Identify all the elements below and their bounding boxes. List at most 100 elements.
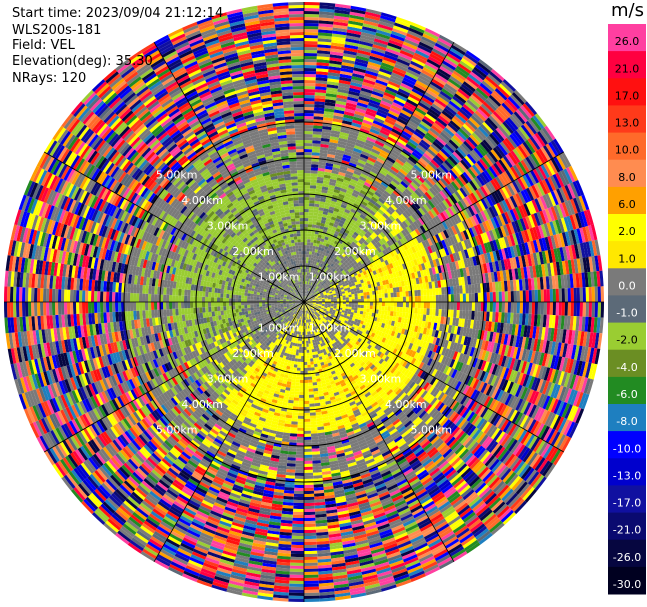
velocity-cell <box>304 151 312 156</box>
velocity-cell <box>319 263 324 268</box>
velocity-cell <box>310 242 314 246</box>
velocity-cell <box>323 117 334 122</box>
velocity-cell <box>357 296 361 300</box>
velocity-cell <box>393 297 398 302</box>
velocity-cell <box>420 289 424 296</box>
velocity-cell <box>316 56 330 61</box>
velocity-cell <box>343 53 357 59</box>
velocity-cell <box>395 120 406 128</box>
velocity-cell <box>388 77 402 86</box>
velocity-cell <box>342 120 353 126</box>
velocity-cell <box>366 64 380 71</box>
velocity-cell <box>329 139 339 144</box>
velocity-cell <box>318 244 323 248</box>
velocity-cell <box>310 282 313 286</box>
velocity-cell <box>489 302 493 312</box>
velocity-cell <box>328 63 342 68</box>
velocity-cell <box>392 28 408 36</box>
velocity-cell <box>507 302 511 313</box>
velocity-cell <box>308 212 314 216</box>
velocity-cell <box>304 248 307 252</box>
velocity-cell <box>304 290 306 294</box>
velocity-cell <box>336 177 344 183</box>
velocity-cell <box>375 79 388 87</box>
velocity-cell <box>359 90 372 97</box>
velocity-cell <box>410 90 423 100</box>
velocity-cell <box>366 108 378 115</box>
velocity-cell <box>501 302 505 313</box>
velocity-cell <box>350 208 357 214</box>
velocity-cell <box>360 35 375 42</box>
velocity-cell <box>311 164 319 168</box>
velocity-cell <box>336 215 342 220</box>
velocity-cell <box>319 260 323 264</box>
velocity-cell <box>310 167 319 171</box>
velocity-cell <box>348 90 360 97</box>
velocity-cell <box>450 294 455 302</box>
velocity-cell <box>522 290 526 302</box>
velocity-cell <box>334 220 340 226</box>
velocity-cell <box>363 308 367 312</box>
velocity-cell <box>339 190 346 196</box>
velocity-cell <box>384 302 389 307</box>
velocity-cell <box>417 295 421 302</box>
velocity-cell <box>448 50 463 61</box>
velocity-cell <box>513 302 517 314</box>
velocity-cell <box>306 272 309 276</box>
velocity-cell <box>326 84 339 89</box>
velocity-cell <box>394 143 404 151</box>
velocity-cell <box>309 248 313 252</box>
velocity-cell <box>357 133 368 140</box>
velocity-cell <box>355 107 367 114</box>
velocity-cell <box>357 178 366 185</box>
velocity-cell <box>540 302 545 315</box>
velocity-cell <box>343 239 349 244</box>
velocity-cell <box>373 143 383 150</box>
velocity-cell <box>304 110 314 114</box>
velocity-cell <box>474 302 479 312</box>
velocity-cell <box>318 29 333 34</box>
velocity-cell <box>414 302 418 308</box>
velocity-cell <box>330 259 334 264</box>
velocity-cell <box>440 63 455 73</box>
velocity-cell <box>304 148 312 153</box>
velocity-cell <box>495 291 499 302</box>
velocity-cell <box>354 307 358 311</box>
velocity-cell <box>405 307 409 313</box>
velocity-cell <box>365 110 376 118</box>
velocity-cell <box>367 190 375 197</box>
velocity-cell <box>304 223 309 228</box>
velocity-cell <box>333 18 349 24</box>
velocity-cell <box>306 260 309 264</box>
velocity-cell <box>329 222 335 227</box>
velocity-cell <box>394 63 408 72</box>
velocity-cell <box>414 82 427 92</box>
velocity-cell <box>357 293 361 297</box>
velocity-cell <box>304 58 317 63</box>
velocity-cell <box>318 23 334 28</box>
velocity-cell <box>417 289 421 296</box>
velocity-cell <box>377 134 388 142</box>
velocity-cell <box>354 302 358 305</box>
velocity-cell <box>386 156 396 164</box>
velocity-cell <box>387 306 391 312</box>
velocity-cell <box>398 135 409 144</box>
velocity-cell <box>354 296 358 300</box>
velocity-cell <box>347 26 362 32</box>
velocity-cell <box>304 236 308 240</box>
velocity-cell <box>600 302 605 318</box>
velocity-cell <box>328 66 342 71</box>
velocity-cell <box>304 130 313 135</box>
velocity-cell <box>338 193 345 199</box>
velocity-cell <box>312 273 315 277</box>
velocity-cell <box>348 231 354 237</box>
velocity-cell <box>371 47 386 54</box>
velocity-cell <box>306 257 309 261</box>
velocity-cell <box>315 86 327 91</box>
velocity-cell <box>304 188 310 192</box>
velocity-cell <box>330 48 344 54</box>
velocity-cell <box>304 220 309 225</box>
velocity-cell <box>342 179 351 185</box>
velocity-cell <box>412 55 427 65</box>
velocity-cell <box>337 85 350 91</box>
